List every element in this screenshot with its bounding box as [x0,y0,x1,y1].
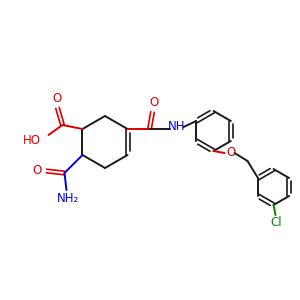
Text: NH₂: NH₂ [57,193,80,206]
Text: HO: HO [22,134,40,146]
Text: NH: NH [168,121,185,134]
Text: O: O [226,146,235,160]
Text: O: O [53,92,62,106]
Text: O: O [149,97,158,110]
Text: Cl: Cl [271,217,282,230]
Text: O: O [33,164,42,176]
